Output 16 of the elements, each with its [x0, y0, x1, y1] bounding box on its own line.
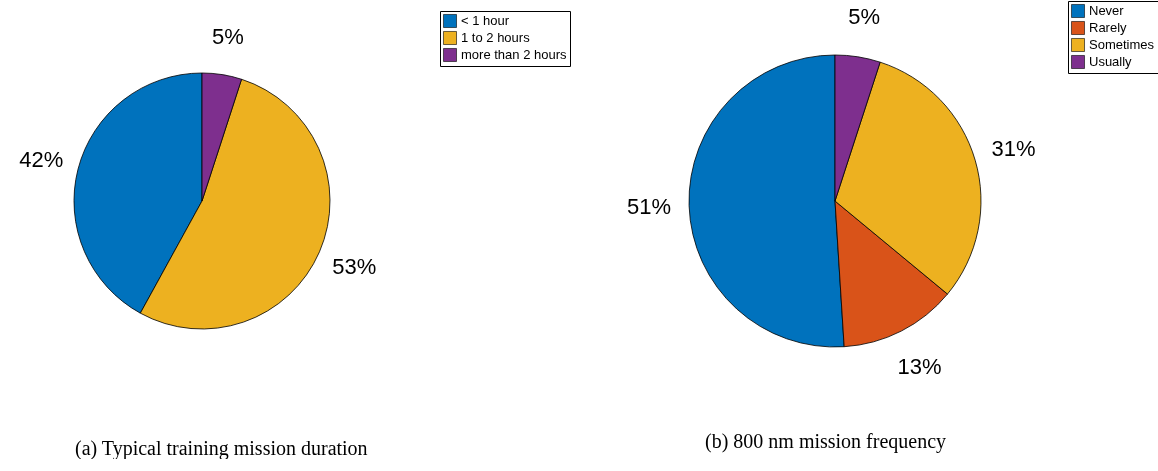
data-label: 13%: [897, 353, 942, 379]
legend-label: Usually: [1089, 54, 1133, 69]
data-label: 5%: [848, 4, 880, 30]
data-label: 31%: [991, 136, 1036, 162]
text: (a) Typical training mission duration: [75, 437, 368, 460]
text: (b) 800 nm mission frequency: [705, 430, 947, 453]
data-label: 53%: [332, 253, 377, 279]
legend-label: < 1 hour: [461, 13, 510, 28]
legend-label: Never: [1089, 3, 1125, 18]
legend-label: Sometimes: [1089, 37, 1155, 52]
legend-label: 1 to 2 hours: [461, 30, 531, 45]
data-label: 42%: [19, 146, 64, 172]
data-label: 51%: [627, 193, 672, 219]
legend-label: Rarely: [1089, 20, 1128, 35]
legend-label: more than 2 hours: [461, 47, 567, 62]
data-label: 5%: [212, 24, 244, 50]
